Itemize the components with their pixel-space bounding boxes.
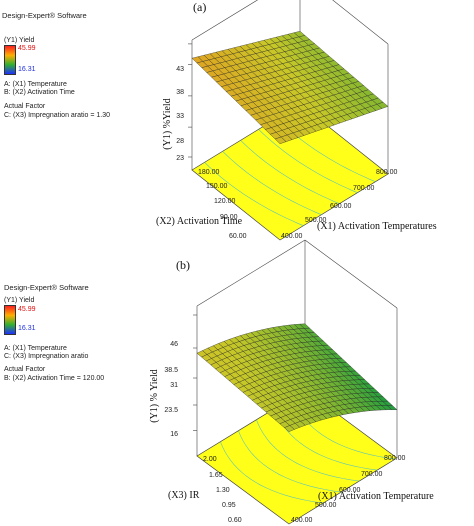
plot-b-y-ticks: 2.00 1.65 1.30 0.95 0.60 bbox=[203, 456, 242, 524]
software-label-a: Design-Expert® Software bbox=[2, 11, 87, 20]
y-tick-label: 150.00 bbox=[206, 183, 228, 190]
plot-a-y-ticks: 180.00 150.00 120.00 90.00 60.00 bbox=[198, 169, 247, 240]
x-axis-label-a: (X1) Activation Temperatures bbox=[317, 221, 437, 232]
plot-box-edge bbox=[196, 239, 306, 307]
floor-contour-line bbox=[238, 430, 342, 493]
floor-contour-line bbox=[204, 162, 304, 226]
z-tick-label: 23.5 bbox=[164, 407, 178, 414]
z-tick-label: 33 bbox=[176, 113, 184, 120]
plot-b-x-ticks: 400.00 500.00 600.00 700.00 800.00 bbox=[291, 455, 406, 524]
plot-box-edge bbox=[304, 239, 398, 309]
z-tick-label: 38 bbox=[176, 89, 184, 96]
plot-b-z-ticks: 46 38.5 31 23.5 16 bbox=[164, 341, 178, 438]
y-axis-label-b: (X3) IR bbox=[168, 490, 200, 501]
z-tick-label: 46 bbox=[170, 341, 178, 348]
y-tick-label: 120.00 bbox=[214, 198, 236, 205]
y-tick-label: 0.60 bbox=[228, 517, 242, 524]
actual-factor-b: B: (X2) Activation Time = 120.00 bbox=[4, 375, 105, 382]
color-scale-bar-b bbox=[4, 305, 16, 335]
x-tick-label: 800.00 bbox=[376, 169, 398, 176]
floor-contour-line bbox=[256, 419, 360, 482]
z-axis-label-b: (Y1) % Yield bbox=[149, 369, 160, 423]
x-tick-label: 700.00 bbox=[353, 185, 375, 192]
y-tick-label: 60.00 bbox=[229, 233, 247, 240]
actual-factor-a: C: (X3) Impregnation aratio = 1.30 bbox=[4, 112, 111, 119]
z-tick-label: 28 bbox=[176, 138, 184, 145]
plot-a: 43 38 33 28 23 (Y1) %Yield 180.00 150.00… bbox=[156, 0, 437, 241]
factor-a-label-a: A: (X1) Temperature bbox=[4, 81, 67, 88]
y-tick-label: 90.00 bbox=[220, 214, 238, 221]
x-axis-label-b: (X1) Activation Temperature bbox=[318, 491, 434, 502]
x-tick-label: 400.00 bbox=[291, 517, 313, 524]
z-tick-label: 16 bbox=[170, 431, 178, 438]
color-scale-max-b: 45.99 bbox=[18, 306, 36, 313]
y-tick-label: 1.65 bbox=[209, 472, 223, 479]
x-tick-label: 400.00 bbox=[281, 233, 303, 240]
floor-contour-line bbox=[240, 140, 340, 204]
x-tick-label: 800.00 bbox=[384, 455, 406, 462]
color-scale-bar-a bbox=[4, 45, 16, 75]
z-tick-label: 23 bbox=[176, 155, 184, 162]
surface-cell bbox=[274, 136, 287, 145]
floor-contour-line bbox=[222, 151, 322, 215]
plot-a-x-ticks: 400.00 500.00 600.00 700.00 800.00 bbox=[281, 169, 398, 240]
x-tick-label: 600.00 bbox=[330, 203, 352, 210]
plot-box-edge bbox=[191, 0, 259, 41]
floor-contour-line bbox=[258, 129, 358, 193]
y-tick-label: 1.30 bbox=[216, 487, 230, 494]
software-label-b: Design-Expert® Software bbox=[4, 283, 89, 292]
color-scale-min-a: 16.31 bbox=[18, 66, 36, 73]
z-tick-label: 43 bbox=[176, 66, 184, 73]
y-tick-label: 0.95 bbox=[222, 502, 236, 509]
factor-c-label-b: C: (X3) Impregnation aratio bbox=[4, 353, 89, 360]
plot-a-z-ticks: 43 38 33 28 23 bbox=[176, 66, 184, 162]
x-tick-label: 500.00 bbox=[305, 217, 327, 224]
y-tick-label: 180.00 bbox=[198, 169, 220, 176]
panel-label-b: (b) bbox=[176, 258, 190, 272]
color-scale-min-b: 16.31 bbox=[18, 325, 36, 332]
y-axis-label-a: (X2) Activation Time bbox=[156, 216, 243, 227]
actual-factor-heading-b: Actual Factor bbox=[4, 366, 46, 373]
x-tick-label: 500.00 bbox=[315, 502, 337, 509]
z-tick-label: 31 bbox=[170, 382, 178, 389]
color-scale-max-a: 45.99 bbox=[18, 45, 36, 52]
x-tick-label: 700.00 bbox=[361, 471, 383, 478]
response-label-b: (Y1) Yield bbox=[4, 297, 35, 304]
plot-b-response-surface bbox=[196, 323, 398, 432]
floor-contour-line bbox=[220, 441, 324, 504]
panel-label-a: (a) bbox=[193, 0, 207, 14]
plot-box-edge bbox=[332, 0, 389, 45]
factor-a-label-b: A: (X1) Temperature bbox=[4, 345, 67, 352]
y-tick-label: 2.00 bbox=[203, 456, 217, 463]
response-label-a: (Y1) Yield bbox=[4, 37, 35, 44]
x-tick-label: 600.00 bbox=[339, 487, 361, 494]
z-axis-label-a: (Y1) %Yield bbox=[162, 98, 173, 149]
plot-a-response-surface bbox=[191, 31, 389, 145]
factor-b-label-a: B: (X2) Activation Time bbox=[4, 89, 75, 96]
actual-factor-heading-a: Actual Factor bbox=[4, 103, 46, 110]
z-tick-label: 38.5 bbox=[164, 367, 178, 374]
surface-cell bbox=[284, 425, 295, 432]
plot-b: 46 38.5 31 23.5 16 (Y1) % Yield 2.00 1.6… bbox=[149, 239, 434, 525]
